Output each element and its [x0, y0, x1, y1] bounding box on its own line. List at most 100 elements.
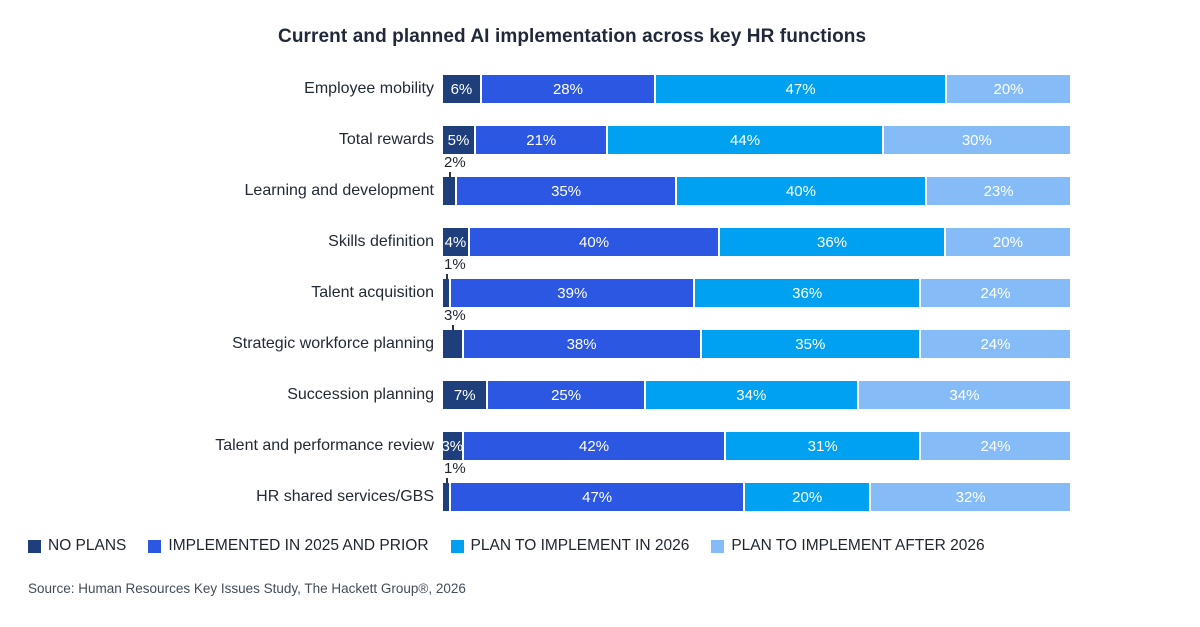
segment-value-label: 24%: [980, 284, 1011, 302]
bar-segment: 4%: [443, 228, 468, 256]
category-label: Succession planning: [287, 386, 434, 403]
category-label: Talent acquisition: [311, 284, 434, 301]
segment-value-label: 6%: [450, 80, 473, 98]
segment-value-label: 31%: [807, 437, 838, 455]
bar-segment: 40%: [469, 228, 719, 256]
bar-segment: 20%: [945, 228, 1071, 256]
segment-value-label: 42%: [579, 437, 610, 455]
chart-row: HR shared services/GBS 47% 20% 32% 1%: [0, 461, 1070, 534]
bar-segment: 32%: [871, 483, 1070, 511]
bar-segment: 35%: [701, 330, 919, 358]
bar-segment: 7%: [443, 381, 487, 409]
legend-label: IMPLEMENTED IN 2025 AND PRIOR: [168, 537, 429, 554]
category-label: Employee mobility: [304, 80, 434, 97]
category-label: Strategic workforce planning: [232, 335, 434, 352]
bar-segment: 36%: [720, 228, 944, 256]
segment-value-label: 28%: [552, 80, 583, 98]
segment-value-label: 34%: [736, 386, 767, 404]
segment-value-label: 40%: [579, 233, 610, 251]
segment-value-label: 36%: [817, 233, 848, 251]
segment-value-label: 39%: [557, 284, 588, 302]
bar-segment: 36%: [695, 279, 919, 307]
legend-swatch-icon: [450, 539, 464, 553]
segment-value-label: 40%: [785, 182, 816, 200]
category-label: Learning and development: [244, 182, 434, 199]
bar-segment: 39%: [451, 279, 694, 307]
bar-segment: 30%: [883, 126, 1070, 154]
segment-value-label: 20%: [993, 80, 1024, 98]
segment-value-label: 47%: [582, 488, 613, 506]
bar-segment: [443, 279, 450, 307]
bar-segment: 35%: [457, 177, 675, 205]
segment-value-label: 3%: [441, 437, 464, 455]
chart-row: Skills definition 4% 40% 36% 20%: [0, 228, 1071, 279]
category-label: HR shared services/GBS: [256, 488, 434, 505]
segment-value-label: 38%: [566, 335, 597, 353]
chart-rows: Employee mobility 6% 28% 47% 20% Total reward…: [0, 75, 1071, 534]
stacked-bar: 39% 36% 24% 1%: [443, 257, 1070, 307]
bar-segment: 6%: [443, 75, 480, 103]
stacked-bar: 47% 20% 32% 1%: [443, 461, 1070, 511]
bar-segment: 44%: [608, 126, 882, 154]
legend-label: NO PLANS: [48, 537, 127, 554]
legend-label: PLAN TO IMPLEMENT AFTER 2026: [731, 537, 985, 554]
callout-leader-line: [446, 274, 448, 279]
legend: NO PLANS IMPLEMENTED IN 2025 AND PRIOR PLA…: [28, 537, 985, 555]
callout-leader-line: [446, 478, 448, 483]
callout-value-label: 2%: [444, 155, 466, 177]
callout-leader-line: [449, 172, 451, 177]
legend-swatch-icon: [28, 539, 41, 553]
segment-value-label: 32%: [955, 488, 986, 506]
bar-segment: 24%: [920, 330, 1070, 358]
bar-segment: 20%: [745, 483, 870, 511]
chart-row: Total rewards 5% 21% 44% 30%: [0, 126, 1070, 177]
stacked-bar: 4% 40% 36% 20%: [443, 228, 1071, 256]
stacked-bar: 6% 28% 47% 20%: [443, 75, 1070, 103]
segment-value-label: 34%: [949, 386, 980, 404]
segment-value-label: 35%: [551, 182, 582, 200]
bar-segment: 28%: [481, 75, 655, 103]
segment-value-label: 24%: [980, 335, 1011, 353]
bar-segment: 38%: [463, 330, 700, 358]
bar-segment: 25%: [488, 381, 644, 409]
stacked-bar: 35% 40% 23% 2%: [443, 155, 1070, 205]
chart-row: Learning and development 35% 40% 23% 2%: [0, 155, 1070, 228]
stacked-bar: 38% 35% 24% 3%: [443, 308, 1070, 358]
legend-swatch-icon: [711, 539, 725, 553]
bar-segment: 23%: [927, 177, 1070, 205]
segment-value-label: 20%: [792, 488, 823, 506]
chart-row: Strategic workforce planning 38% 35% 24% 3%: [0, 308, 1070, 381]
bar-segment: 24%: [920, 279, 1070, 307]
bar-segment: 3%: [441, 432, 464, 460]
segment-value-label: 35%: [795, 335, 826, 353]
segment-value-label: 23%: [983, 182, 1014, 200]
bar-segment: 21%: [476, 126, 607, 154]
segment-value-label: 44%: [730, 131, 761, 149]
bar-segment: 40%: [676, 177, 926, 205]
stacked-bar: 3% 42% 31% 24%: [441, 432, 1070, 460]
segment-value-label: 25%: [551, 386, 582, 404]
bar-segment: 5%: [443, 126, 475, 154]
chart-row: Talent and performance review 3% 42% 31% 24%: [0, 432, 1070, 483]
bar-segment: 20%: [947, 75, 1070, 103]
legend-item: NO PLANS: [28, 537, 126, 555]
bar-segment: 47%: [656, 75, 946, 103]
callout-value-label: 3%: [444, 308, 466, 330]
segment-value-label: 20%: [992, 233, 1023, 251]
segment-value-label: 36%: [792, 284, 823, 302]
bar-segment: 34%: [645, 381, 857, 409]
bar-segment: 31%: [726, 432, 919, 460]
segment-value-label: 24%: [980, 437, 1011, 455]
stacked-bar: 5% 21% 44% 30%: [443, 126, 1070, 154]
callout-leader-line: [452, 325, 454, 330]
category-label: Total rewards: [338, 131, 434, 148]
callout-value-label: 1%: [444, 461, 466, 483]
legend-item: PLAN TO IMPLEMENT IN 2026: [450, 537, 689, 555]
bar-segment: 42%: [463, 432, 725, 460]
bar-segment: [443, 483, 450, 511]
bar-segment: [443, 330, 462, 358]
chart-row: Succession planning 7% 25% 34% 34%: [0, 381, 1070, 432]
segment-value-label: 4%: [444, 233, 467, 251]
category-label: Talent and performance review: [215, 437, 434, 454]
legend-item: PLAN TO IMPLEMENT AFTER 2026: [711, 537, 985, 555]
